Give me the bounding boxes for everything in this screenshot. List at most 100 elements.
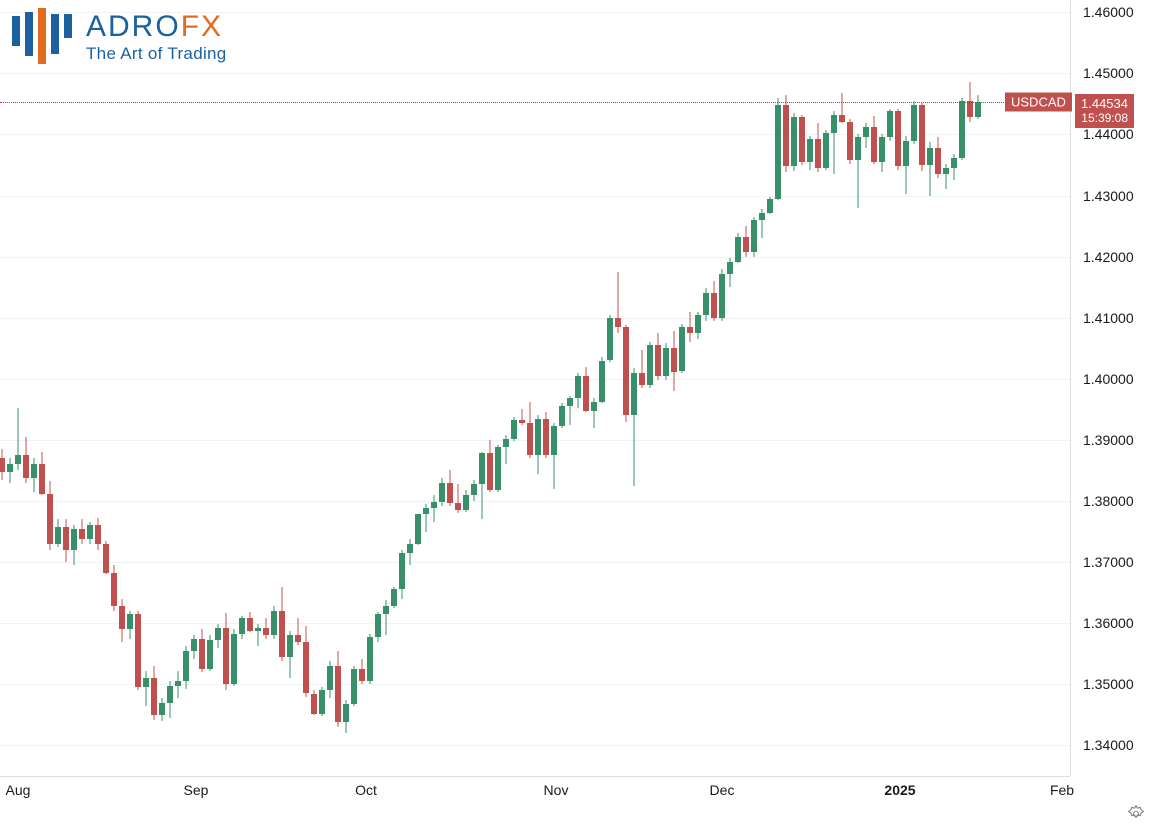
candle [119,0,125,776]
y-tick-label: 1.45000 [1083,65,1134,81]
candle [463,0,469,776]
candle [47,0,53,776]
candle [639,0,645,776]
logo-title-orange: FX [181,10,223,43]
candle [223,0,229,776]
candle [351,0,357,776]
settings-gear-icon[interactable] [1126,804,1146,824]
candle [959,0,965,776]
price-tag-time: 15:39:08 [1081,111,1128,125]
candle [303,0,309,776]
candle [103,0,109,776]
y-tick-label: 1.39000 [1083,432,1134,448]
candle [487,0,493,776]
candle [807,0,813,776]
candle [39,0,45,776]
candle [831,0,837,776]
candle [319,0,325,776]
candle [559,0,565,776]
candle [495,0,501,776]
candle [919,0,925,776]
candle [111,0,117,776]
logo-tagline: The Art of Trading [86,45,227,63]
candle [823,0,829,776]
candle [815,0,821,776]
y-tick-label: 1.38000 [1083,493,1134,509]
candle [7,0,13,776]
candle [671,0,677,776]
candle [631,0,637,776]
candle [775,0,781,776]
current-price-line [0,102,1070,103]
candle [679,0,685,776]
candle [191,0,197,776]
price-tag-value: 1.44534 [1081,96,1128,112]
x-tick-label: Aug [6,782,31,798]
candle [735,0,741,776]
candle [183,0,189,776]
brand-logo: ADROFX The Art of Trading [12,10,227,64]
candle [143,0,149,776]
candle [975,0,981,776]
candle [367,0,373,776]
candle [791,0,797,776]
candle [439,0,445,776]
candle [375,0,381,776]
y-tick-label: 1.34000 [1083,737,1134,753]
candle [519,0,525,776]
candle [607,0,613,776]
axis-border-right [1070,0,1071,776]
candle [63,0,69,776]
candle [895,0,901,776]
candle [383,0,389,776]
candle [719,0,725,776]
candle [311,0,317,776]
candlestick-series [0,0,1070,776]
candle [391,0,397,776]
candle [879,0,885,776]
candle [335,0,341,776]
logo-bars-icon [12,10,72,64]
candle [287,0,293,776]
candle [759,0,765,776]
candle [343,0,349,776]
candle [551,0,557,776]
candle [263,0,269,776]
candle [575,0,581,776]
candle [327,0,333,776]
chart-plot-area[interactable] [0,0,1070,776]
candle [943,0,949,776]
candle [55,0,61,776]
candle [447,0,453,776]
candle [927,0,933,776]
x-tick-label: Dec [710,782,735,798]
candle [127,0,133,776]
candle [727,0,733,776]
candle [799,0,805,776]
y-tick-label: 1.36000 [1083,615,1134,631]
candle [583,0,589,776]
candle [695,0,701,776]
y-tick-label: 1.42000 [1083,249,1134,265]
candle [479,0,485,776]
candle [647,0,653,776]
candle [199,0,205,776]
candle [423,0,429,776]
candle [247,0,253,776]
symbol-tag-text: USDCAD [1011,94,1066,109]
y-tick-label: 1.46000 [1083,4,1134,20]
candle [207,0,213,776]
candle [767,0,773,776]
y-tick-label: 1.40000 [1083,371,1134,387]
candle [23,0,29,776]
candle [655,0,661,776]
candle [271,0,277,776]
candle [431,0,437,776]
candle [231,0,237,776]
candle [567,0,573,776]
logo-title-blue: ADRO [86,10,181,43]
y-tick-label: 1.41000 [1083,310,1134,326]
x-tick-label: Feb [1050,782,1074,798]
candle [903,0,909,776]
x-axis-labels: AugSepOctNovDec2025Feb [0,782,1070,812]
